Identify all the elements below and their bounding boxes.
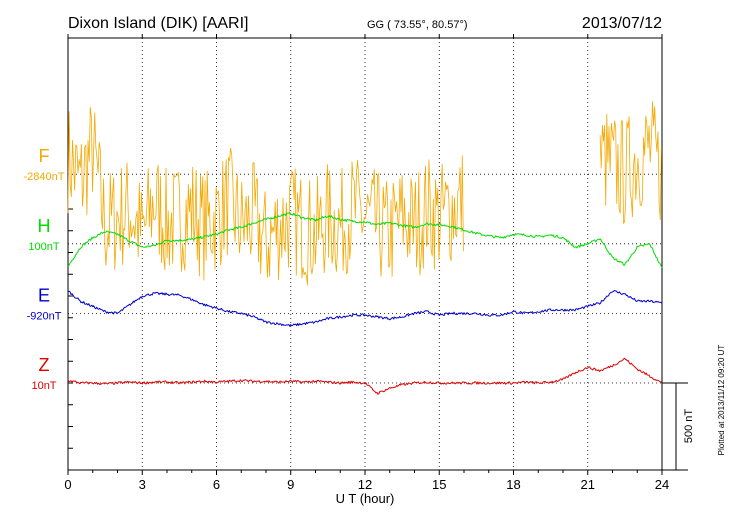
x-tick-label: 0 (64, 477, 71, 492)
x-tick-label: 18 (506, 477, 520, 492)
grid (68, 38, 662, 470)
series-line-f (599, 101, 662, 224)
x-tick-label: 6 (213, 477, 220, 492)
series-line-h (67, 212, 663, 268)
x-axis-label: U T (hour) (336, 491, 395, 506)
series-baseline-h: 100nT (28, 241, 59, 253)
series-name-z: Z (39, 355, 50, 375)
x-tick-label: 24 (655, 477, 669, 492)
coordinates-label: GG ( 73.55°, 80.57°) (367, 19, 468, 31)
date-label: 2013/07/12 (582, 15, 662, 32)
x-tick-label: 21 (581, 477, 595, 492)
station-title: Dixon Island (DIK) [AARI] (68, 15, 249, 32)
axis-ticks: 0 3 6 9 12 15 18 21 24 (64, 34, 669, 492)
series-baseline-f: -2840nT (24, 171, 65, 183)
x-tick-label: 15 (432, 477, 446, 492)
series-baseline-e: -920nT (27, 310, 62, 322)
x-tick-label: 9 (287, 477, 294, 492)
component-labels: F -2840nT H 100nT E -920nT Z 10nT (24, 146, 65, 392)
series-lines (67, 101, 663, 395)
x-tick-label: 12 (358, 477, 372, 492)
series-line-z (67, 357, 663, 395)
series-name-e: E (38, 285, 50, 305)
series-name-f: F (39, 146, 50, 166)
series-line-f (67, 106, 464, 286)
series-baseline-z: 10nT (31, 380, 56, 392)
series-name-h: H (38, 216, 51, 236)
plotted-at-label: Plotted at 2013/11/12 09:20 UT (717, 345, 726, 456)
x-tick-label: 3 (139, 477, 146, 492)
scale-label: 500 nT (683, 409, 695, 444)
series-line-e (67, 290, 663, 327)
